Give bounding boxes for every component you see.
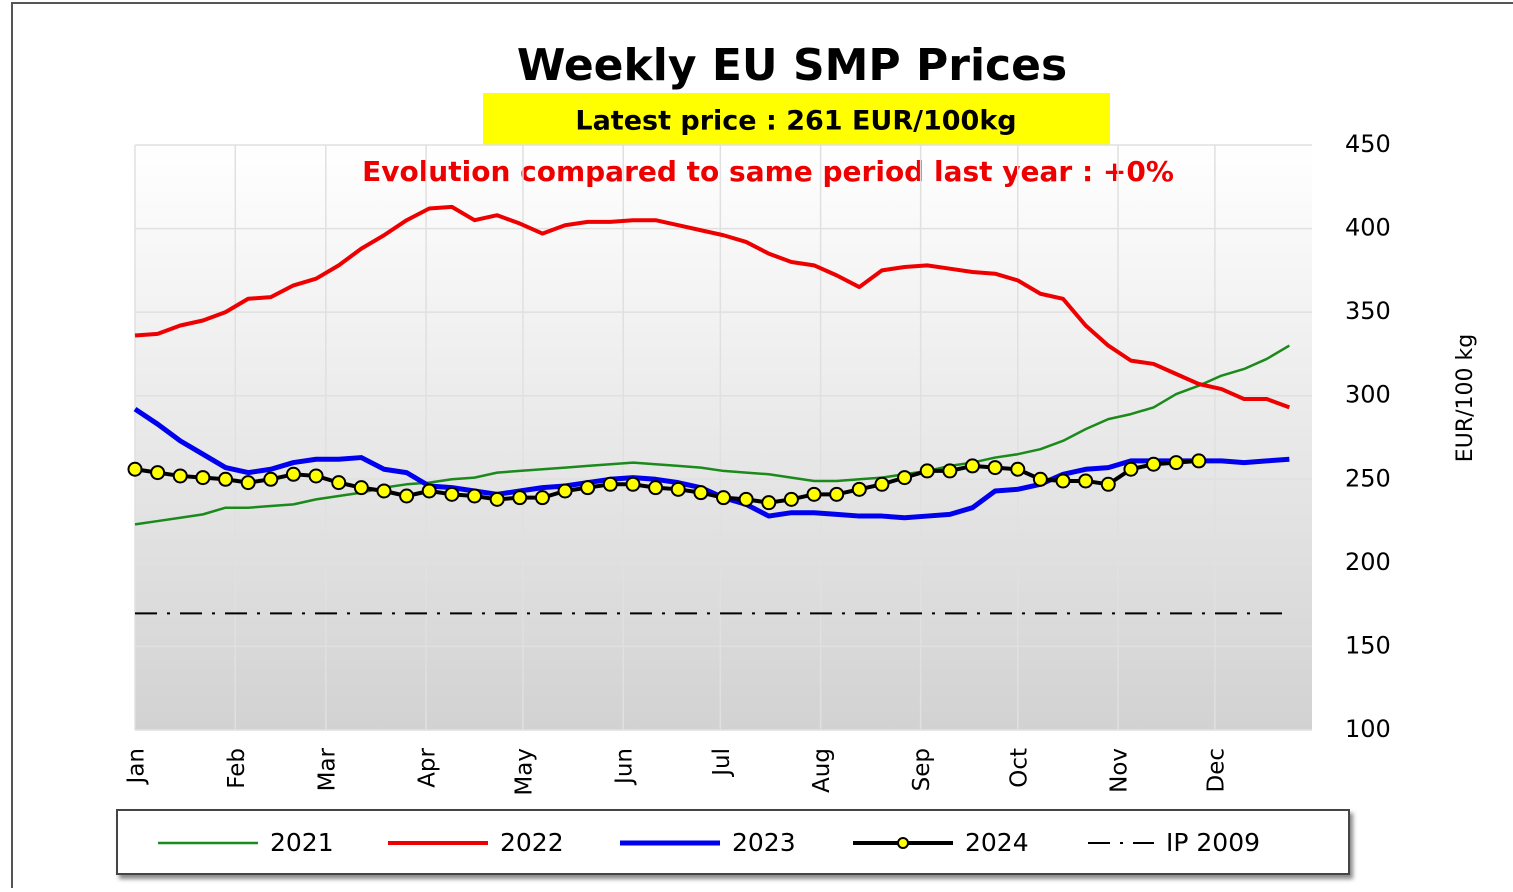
- marker: [1146, 456, 1162, 472]
- marker: [874, 476, 890, 492]
- marker: [308, 468, 324, 484]
- x-tick-label: Jan: [124, 748, 150, 785]
- marker: [331, 475, 347, 491]
- legend-label: IP 2009: [1166, 828, 1260, 857]
- y-tick-label: 350: [1345, 297, 1391, 325]
- x-tick-label: Nov: [1107, 748, 1133, 793]
- chart-title: Weekly EU SMP Prices: [517, 40, 1067, 91]
- marker: [557, 483, 573, 499]
- x-tick-label: Dec: [1203, 748, 1229, 793]
- x-tick-label: May: [511, 748, 537, 796]
- marker: [512, 490, 528, 506]
- marker: [1100, 476, 1116, 492]
- marker: [783, 491, 799, 507]
- marker: [806, 486, 822, 502]
- marker: [263, 471, 279, 487]
- series-line: [134, 204, 1291, 410]
- x-tick-label: Apr: [415, 747, 441, 787]
- marker: [897, 470, 913, 486]
- y-tick-label: 450: [1345, 130, 1391, 158]
- marker: [851, 481, 867, 497]
- marker: [1010, 461, 1026, 477]
- marker: [195, 470, 211, 486]
- marker: [738, 491, 754, 507]
- marker: [172, 468, 188, 484]
- y-tick-label: 100: [1345, 715, 1391, 743]
- x-tick-label: Mar: [314, 747, 340, 791]
- annotation: Evolution compared to same period last y…: [362, 155, 1174, 188]
- marker: [648, 480, 664, 496]
- marker: [625, 476, 641, 492]
- marker: [127, 461, 143, 477]
- marker: [964, 458, 980, 474]
- marker: [829, 486, 845, 502]
- frame: [11, 2, 1513, 888]
- marker: [716, 490, 731, 506]
- plot-area: [135, 145, 1312, 730]
- marker: [761, 495, 777, 511]
- marker: [467, 488, 483, 504]
- marker: [919, 463, 935, 479]
- legend-label: 2023: [732, 828, 796, 857]
- marker: [1168, 455, 1184, 471]
- marker: [376, 483, 392, 499]
- marker: [1191, 453, 1207, 469]
- marker: [1032, 471, 1048, 487]
- marker: [580, 480, 596, 496]
- marker: [942, 463, 958, 479]
- marker: [240, 475, 256, 491]
- marker: [534, 490, 550, 506]
- marker: [670, 481, 686, 497]
- marker: [285, 466, 301, 482]
- marker: [150, 465, 166, 481]
- y-tick-label: 400: [1345, 214, 1391, 242]
- y-tick-label: 150: [1345, 631, 1391, 659]
- legend-label: 2022: [500, 828, 564, 857]
- legend-marker: [897, 837, 909, 849]
- x-tick-label: Jun: [612, 748, 638, 786]
- marker: [444, 486, 460, 502]
- x-tick-label: Oct: [1006, 748, 1032, 788]
- marker: [987, 460, 1003, 476]
- marker: [218, 471, 234, 487]
- marker: [693, 485, 709, 501]
- x-tick-label: Sep: [909, 748, 935, 791]
- y-tick-label: 200: [1345, 548, 1391, 576]
- marker: [489, 491, 505, 507]
- marker: [1123, 461, 1139, 477]
- series-line: [134, 344, 1291, 526]
- x-tick-label: Jul: [709, 748, 735, 778]
- legend-label: 2021: [270, 828, 334, 857]
- y-tick-label: 300: [1345, 381, 1391, 409]
- marker: [353, 480, 369, 496]
- marker: [602, 476, 618, 492]
- x-tick-label: Feb: [224, 748, 250, 789]
- y-tick-label: 250: [1345, 464, 1391, 492]
- legend-label: 2024: [965, 828, 1029, 857]
- subtitle: Latest price : 261 EUR/100kg: [575, 106, 1016, 137]
- y-axis-label: EUR/100 kg: [1453, 334, 1478, 462]
- subtitle-box: [483, 93, 1110, 145]
- x-tick-label: Aug: [809, 748, 835, 793]
- marker: [399, 488, 415, 504]
- marker: [1055, 473, 1071, 489]
- marker: [421, 483, 437, 499]
- marker: [1078, 473, 1094, 489]
- series-line: [133, 407, 1290, 521]
